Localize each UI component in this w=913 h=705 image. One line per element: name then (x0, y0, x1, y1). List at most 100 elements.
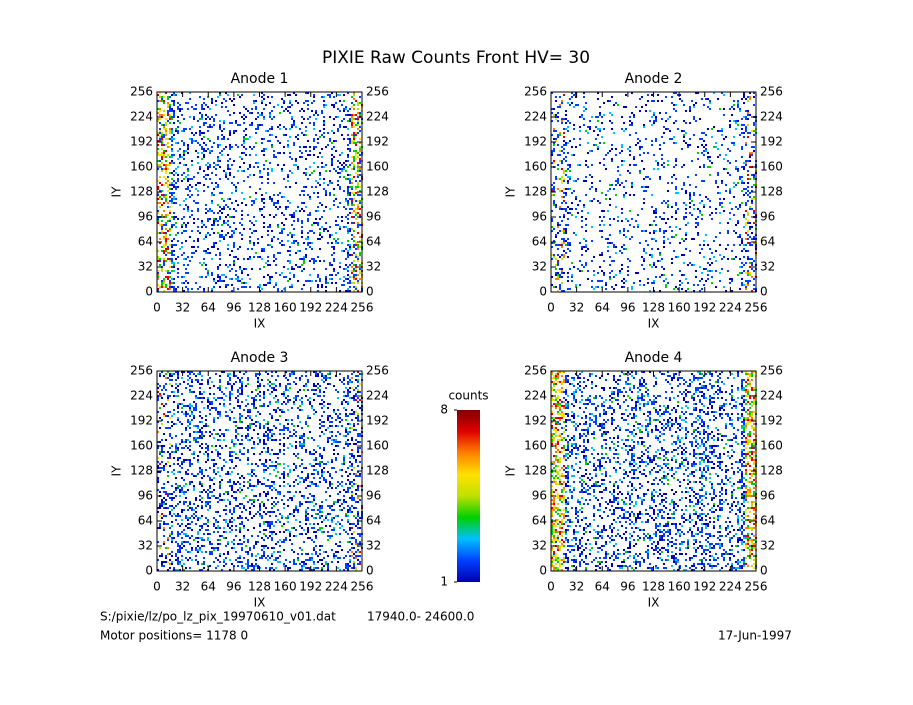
y-tick-label-right: 192 (760, 414, 783, 428)
x-tick-label: 0 (547, 580, 555, 594)
y-tick-label: 256 (524, 364, 547, 378)
x-tick-label: 64 (201, 580, 216, 594)
x-tick-label: 0 (153, 580, 161, 594)
y-tick-label-right: 256 (760, 364, 783, 378)
y-tick-label-right: 192 (760, 135, 783, 149)
y-tick-label-right: 32 (366, 260, 381, 274)
y-tick-label: 224 (130, 110, 153, 124)
x-tick-label: 224 (325, 580, 348, 594)
y-tick-label: 32 (532, 260, 547, 274)
y-tick-label-right: 256 (366, 364, 389, 378)
y-tick-label-right: 0 (366, 564, 374, 578)
x-tick-label: 192 (299, 301, 322, 315)
y-axis-label: IY (504, 465, 518, 477)
y-tick-label-right: 64 (366, 514, 381, 528)
x-tick-label: 64 (201, 301, 216, 315)
y-tick-label-right: 32 (366, 539, 381, 553)
x-tick-label: 256 (351, 301, 374, 315)
x-tick-label: 256 (745, 301, 768, 315)
y-axis-label: IY (110, 186, 124, 198)
x-tick-label: 256 (351, 580, 374, 594)
panel-title: Anode 4 (625, 350, 683, 366)
x-tick-label: 128 (248, 301, 271, 315)
x-tick-label: 160 (668, 580, 691, 594)
colorbar (457, 410, 480, 582)
y-tick-label-right: 224 (366, 110, 389, 124)
x-tick-label: 192 (299, 580, 322, 594)
y-tick-label-right: 64 (760, 514, 775, 528)
y-tick-label-right: 160 (366, 160, 389, 174)
y-tick-label: 64 (138, 514, 153, 528)
y-tick-label: 128 (130, 464, 153, 478)
chart-title: PIXIE Raw Counts Front HV= 30 (322, 48, 590, 68)
y-tick-label: 0 (539, 564, 547, 578)
x-tick-label: 128 (248, 580, 271, 594)
y-tick-label: 96 (532, 489, 547, 503)
footer-motor: Motor positions= 1178 0 (100, 629, 248, 643)
x-tick-label: 96 (226, 301, 241, 315)
x-tick-label: 96 (226, 580, 241, 594)
x-tick-label: 64 (595, 301, 610, 315)
y-tick-label-right: 256 (366, 85, 389, 99)
panel-title: Anode 1 (231, 71, 289, 87)
y-tick-label: 96 (138, 210, 153, 224)
colorbar-tick-label: 1 (440, 575, 448, 589)
x-tick-label: 224 (325, 301, 348, 315)
y-tick-label: 224 (130, 389, 153, 403)
y-tick-label-right: 224 (760, 110, 783, 124)
pixel-texture (565, 371, 745, 571)
y-axis-label: IY (504, 186, 518, 198)
y-tick-label-right: 160 (366, 439, 389, 453)
y-tick-label: 128 (524, 464, 547, 478)
footer-file: S:/pixie/lz/po_lz_pix_19970610_v01.dat (100, 610, 336, 624)
y-tick-label: 160 (524, 160, 547, 174)
pixel-texture (157, 92, 363, 292)
y-tick-label-right: 160 (760, 160, 783, 174)
y-tick-label: 256 (524, 85, 547, 99)
x-tick-label: 96 (620, 301, 635, 315)
x-tick-label: 160 (274, 301, 297, 315)
pixel-texture (551, 92, 757, 292)
y-tick-label: 128 (524, 185, 547, 199)
y-tick-label-right: 192 (366, 135, 389, 149)
y-tick-label-right: 32 (760, 539, 775, 553)
x-tick-label: 160 (668, 301, 691, 315)
y-axis-label: IY (110, 465, 124, 477)
pixel-texture (171, 371, 351, 571)
footer-date: 17-Jun-1997 (718, 629, 792, 643)
pixel-texture (157, 92, 363, 290)
y-tick-label-right: 256 (760, 85, 783, 99)
y-tick-label-right: 96 (366, 489, 381, 503)
y-tick-label: 224 (524, 110, 547, 124)
colorbar-label: counts (448, 389, 488, 403)
x-axis-label: IX (254, 596, 266, 610)
x-tick-label: 0 (153, 301, 161, 315)
y-tick-label-right: 32 (760, 260, 775, 274)
y-tick-label: 0 (145, 564, 153, 578)
y-tick-label: 32 (138, 539, 153, 553)
y-tick-label: 64 (532, 514, 547, 528)
y-tick-label-right: 128 (366, 464, 389, 478)
x-tick-label: 64 (595, 580, 610, 594)
y-tick-label-right: 224 (760, 389, 783, 403)
y-tick-label-right: 96 (366, 210, 381, 224)
y-tick-label-right: 96 (760, 489, 775, 503)
colorbar-tick-label: 8 (440, 403, 448, 417)
y-tick-label-right: 64 (366, 235, 381, 249)
pixel-texture (157, 92, 363, 292)
x-axis-label: IX (648, 317, 660, 331)
x-axis-label: IX (254, 317, 266, 331)
pixel-texture (551, 371, 757, 571)
y-tick-label-right: 0 (760, 564, 768, 578)
pixel-texture (565, 92, 745, 292)
x-tick-label: 32 (569, 580, 584, 594)
y-tick-label-right: 160 (760, 439, 783, 453)
y-tick-label: 96 (138, 489, 153, 503)
x-tick-label: 128 (642, 301, 665, 315)
x-tick-label: 32 (175, 580, 190, 594)
y-tick-label: 0 (539, 285, 547, 299)
y-tick-label-right: 0 (366, 285, 374, 299)
y-tick-label: 32 (138, 260, 153, 274)
x-tick-label: 32 (175, 301, 190, 315)
